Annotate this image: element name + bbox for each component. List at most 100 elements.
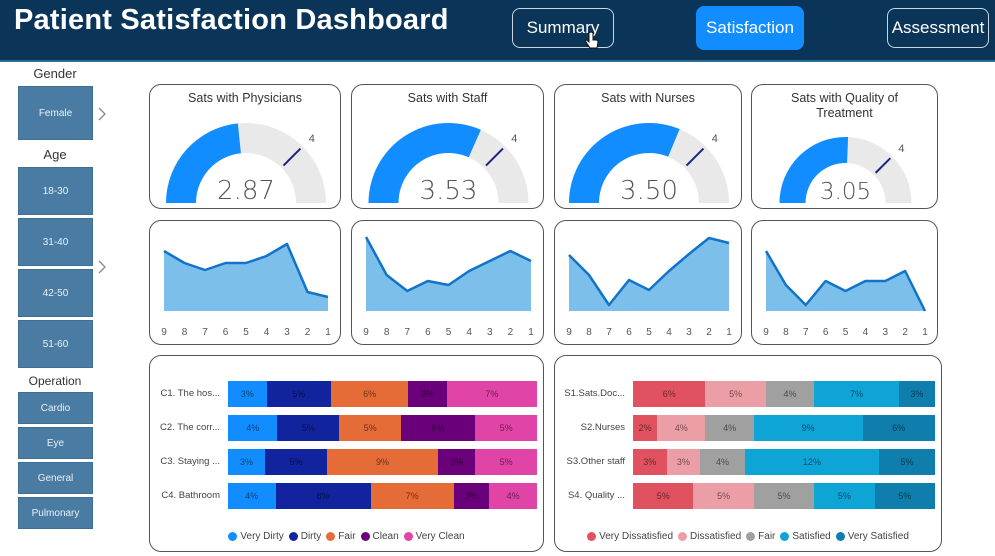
bar-segment[interactable]: 5% — [266, 381, 331, 407]
bar-segment[interactable]: 9% — [753, 415, 863, 441]
header-bar: Patient Satisfaction Dashboard Summary S… — [0, 0, 995, 62]
bar-segment[interactable]: 5% — [874, 483, 935, 509]
operation-option-cardio[interactable]: Cardio — [18, 392, 93, 424]
legend-item[interactable]: Very Dissatisfied — [587, 531, 673, 542]
bar-segment[interactable]: 9% — [326, 449, 439, 475]
bar-segment[interactable]: 5% — [753, 483, 815, 509]
operation-option-pulmonary[interactable]: Pulmonary — [18, 497, 93, 529]
stacked-bar-row[interactable]: 3% 5% 6% 3% 7% — [228, 381, 537, 407]
gauge-fill — [368, 122, 481, 203]
legend-item[interactable]: Clean — [360, 531, 399, 542]
bar-segment[interactable]: 12% — [744, 449, 880, 475]
page-title: Patient Satisfaction Dashboard — [14, 4, 449, 36]
bar-segment[interactable]: 4% — [228, 415, 278, 441]
bar-segment[interactable]: 5% — [339, 415, 402, 441]
nav-satisfaction-button[interactable]: Satisfaction — [696, 6, 804, 50]
x-tick-label: 2 — [902, 327, 908, 338]
area-fill — [766, 251, 925, 311]
legend-item[interactable]: Dissatisfied — [678, 531, 741, 542]
stacked-bar-row[interactable]: 4% 8% 7% 3% 4% — [228, 483, 537, 509]
gauge-target-label: 4 — [309, 133, 315, 145]
legend-label: Dissatisfied — [690, 531, 742, 542]
gauge-title: Sats with Nurses — [601, 91, 695, 105]
bar-segment[interactable]: 5% — [814, 483, 875, 509]
bar-segment[interactable]: 4% — [657, 415, 706, 441]
bar-segment[interactable]: 3% — [666, 449, 701, 475]
bar-category-label: S3.Other staff — [566, 456, 625, 467]
chevron-right-icon[interactable] — [96, 106, 108, 122]
stacked-bar-row[interactable]: 3% 5% 9% 3% 5% — [228, 449, 537, 475]
bar-segment[interactable]: 3% — [228, 449, 266, 475]
bar-category-label: S4. Quality ... — [567, 490, 625, 501]
legend-item[interactable]: Fair — [326, 531, 356, 542]
bar-segment[interactable]: 5% — [705, 381, 766, 407]
gender-filter-label: Gender — [33, 66, 77, 81]
legend-dot-icon — [835, 532, 845, 541]
legend-dot-icon — [326, 532, 336, 541]
stacked-bar-row[interactable]: 4% 5% 5% 6% 5% — [228, 415, 537, 441]
bar-segment[interactable]: 3% — [898, 381, 935, 407]
x-tick-label: 4 — [863, 327, 869, 338]
age-option-18-30[interactable]: 18-30 — [18, 167, 93, 215]
nav-assessment-button[interactable]: Assessment — [887, 8, 989, 48]
x-tick-label: 5 — [243, 327, 249, 338]
gauge-fill — [779, 136, 849, 203]
legend-item[interactable]: Very Dirty — [228, 531, 284, 542]
age-option-51-60[interactable]: 51-60 — [18, 320, 93, 368]
gauge-physicians: 42.87 — [166, 123, 326, 206]
bar-segment[interactable]: 4% — [700, 449, 745, 475]
nav-summary-button[interactable]: Summary — [512, 8, 614, 48]
stacked-bar-row[interactable]: 6% 5% 4% 7% 3% — [633, 381, 935, 407]
x-tick-label: 9 — [363, 327, 369, 338]
legend-label: Fair — [338, 531, 356, 542]
age-option-31-40[interactable]: 31-40 — [18, 218, 93, 266]
bar-segment[interactable]: 5% — [475, 449, 537, 475]
bar-segment[interactable]: 4% — [489, 483, 537, 509]
bar-segment[interactable]: 3% — [633, 449, 667, 475]
bar-segment[interactable]: 3% — [438, 449, 476, 475]
bar-segment[interactable]: 7% — [446, 381, 537, 407]
bar-segment[interactable]: 5% — [475, 415, 537, 441]
x-tick-label: 7 — [202, 327, 208, 338]
bar-segment[interactable]: 4% — [765, 381, 815, 407]
bar-segment[interactable]: 3% — [453, 483, 490, 509]
x-tick-label: 2 — [305, 327, 311, 338]
legend-item[interactable]: Very Satisfied — [835, 531, 909, 542]
bar-segment[interactable]: 5% — [693, 483, 754, 509]
bar-segment[interactable]: 3% — [408, 381, 447, 407]
legend-label: Very Satisfied — [847, 531, 909, 542]
bar-segment[interactable]: 5% — [277, 415, 340, 441]
x-tick-label: 9 — [161, 327, 167, 338]
bar-segment[interactable]: 5% — [879, 449, 935, 475]
bar-segment[interactable]: 3% — [228, 381, 267, 407]
bar-segment[interactable]: 4% — [228, 483, 276, 509]
bar-segment[interactable]: 5% — [633, 483, 694, 509]
legend-item[interactable]: Very Clean — [403, 531, 465, 542]
gauge-target-line — [685, 147, 705, 167]
bar-segment[interactable]: 6% — [401, 415, 476, 441]
gauge-target-line — [874, 157, 892, 174]
bar-segment[interactable]: 8% — [275, 483, 371, 509]
operation-option-eye[interactable]: Eye — [18, 427, 93, 459]
gender-option-female[interactable]: Female — [18, 86, 93, 140]
legend-item[interactable]: Dirty — [288, 531, 321, 542]
bar-segment[interactable]: 2% — [633, 415, 658, 441]
bar-segment[interactable]: 4% — [705, 415, 754, 441]
bar-segment[interactable]: 5% — [265, 449, 327, 475]
stacked-bar-row[interactable]: 3% 3% 4% 12% 5% — [633, 449, 935, 475]
x-tick-label: 6 — [223, 327, 229, 338]
stacked-bar-row[interactable]: 5% 5% 5% 5% 5% — [633, 483, 935, 509]
bar-segment[interactable]: 7% — [814, 381, 899, 407]
age-option-42-50[interactable]: 42-50 — [18, 269, 93, 317]
bar-segment[interactable]: 6% — [633, 381, 706, 407]
bar-category-label: C1. The hos... — [160, 388, 221, 399]
operation-option-general[interactable]: General — [18, 462, 93, 494]
bar-segment[interactable]: 6% — [862, 415, 935, 441]
gauge-title: Sats with Physicians — [188, 91, 302, 105]
stacked-bar-row[interactable]: 2% 4% 4% 9% 6% — [633, 415, 935, 441]
bar-segment[interactable]: 7% — [370, 483, 454, 509]
legend-item[interactable]: Satisfied — [780, 531, 831, 542]
chevron-right-icon[interactable] — [96, 259, 108, 275]
bar-segment[interactable]: 6% — [331, 381, 409, 407]
legend-item[interactable]: Fair — [746, 531, 775, 542]
